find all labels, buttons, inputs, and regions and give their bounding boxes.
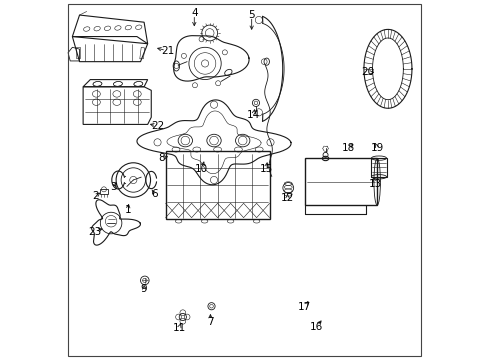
- Text: 15: 15: [259, 164, 272, 174]
- Text: 17: 17: [298, 302, 311, 312]
- Text: 12: 12: [280, 193, 294, 203]
- Text: 16: 16: [309, 322, 322, 332]
- Bar: [371, 158, 386, 177]
- Text: 3: 3: [110, 182, 117, 192]
- Text: 22: 22: [151, 121, 164, 131]
- Text: 4: 4: [191, 8, 197, 18]
- Bar: [100, 189, 108, 194]
- Text: 10: 10: [195, 164, 207, 174]
- Text: 8: 8: [158, 153, 164, 163]
- Text: 14: 14: [246, 111, 260, 121]
- Text: 21: 21: [161, 46, 174, 56]
- Text: 2: 2: [92, 191, 99, 201]
- Text: 13: 13: [368, 179, 381, 189]
- Text: 20: 20: [361, 67, 374, 77]
- Text: 6: 6: [150, 189, 157, 199]
- Bar: [305, 158, 376, 205]
- Text: 1: 1: [124, 206, 131, 216]
- Text: 5: 5: [248, 10, 254, 20]
- Text: 9: 9: [141, 284, 147, 294]
- Text: 23: 23: [88, 227, 101, 237]
- Text: 19: 19: [370, 143, 383, 153]
- Text: 7: 7: [207, 317, 213, 327]
- Text: 11: 11: [172, 323, 185, 333]
- Text: 18: 18: [341, 143, 354, 153]
